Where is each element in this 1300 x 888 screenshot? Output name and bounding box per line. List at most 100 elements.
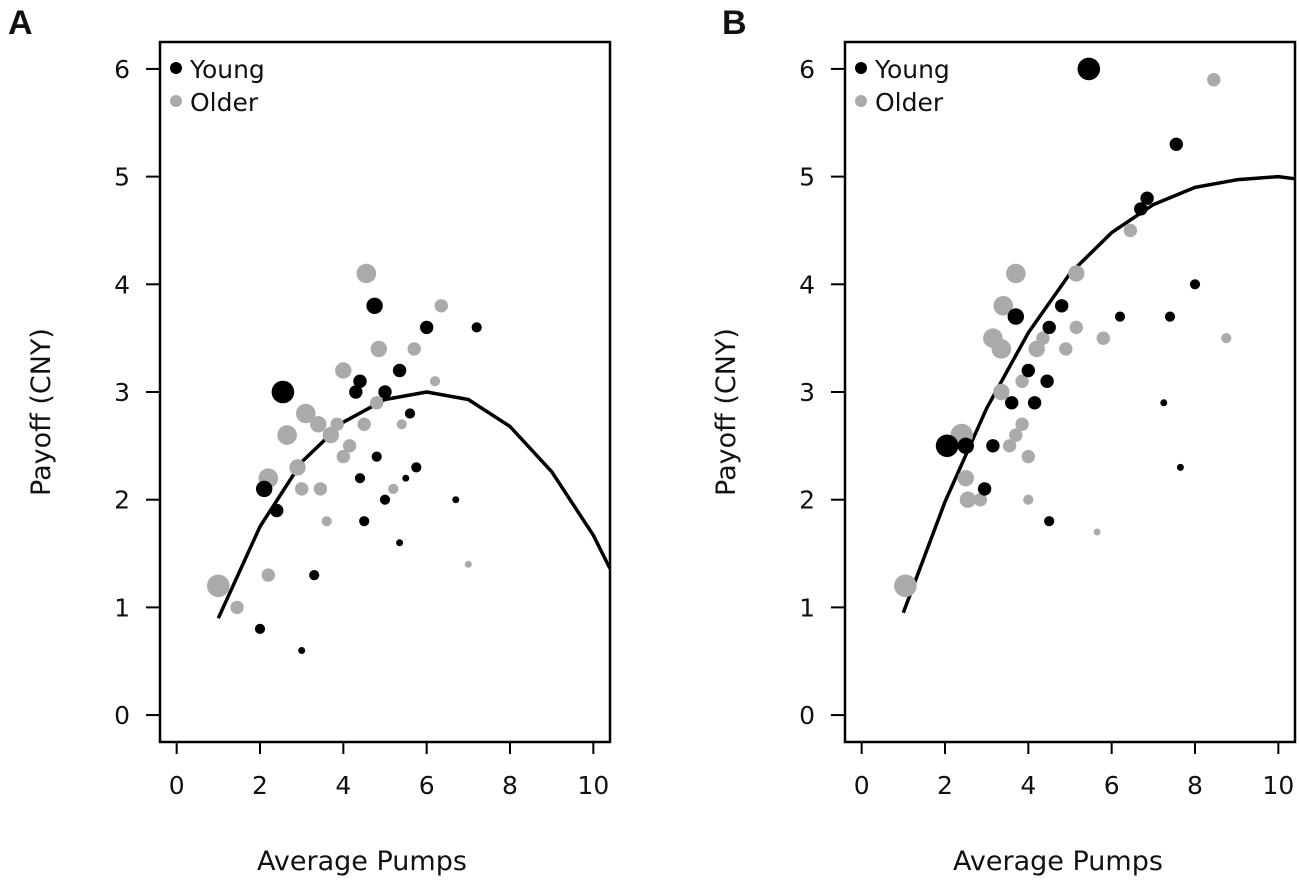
panel-a-point-young <box>271 380 295 404</box>
panel-b-point-young <box>1189 279 1201 290</box>
panel-b-point-young <box>1077 57 1101 81</box>
panel-a-x-tick-label: 8 <box>502 771 518 800</box>
panel-a-point-older <box>313 482 328 496</box>
panel-b-y-tick-label: 2 <box>799 486 815 515</box>
panel-a-point-older <box>295 482 309 496</box>
panel-a-point-young <box>354 473 366 484</box>
panel-b-point-young <box>977 482 992 496</box>
panel-b-x-tick-label: 4 <box>1020 771 1036 800</box>
panel-b-ticks: 0 2 4 6 8 10 0 1 2 3 4 5 6 <box>799 55 1294 800</box>
panel-b-plot-frame <box>843 40 1297 744</box>
panel-a-point-older <box>357 417 371 431</box>
panel-b-legend-young-label: Young <box>874 55 950 84</box>
panel-b-y-tick-label: 6 <box>799 55 815 84</box>
panel-a-y-tick-label: 6 <box>114 55 130 84</box>
panel-a-point-young <box>379 494 391 505</box>
panel-b-point-older <box>1015 374 1029 388</box>
panel-a-point-young <box>309 570 320 581</box>
panel-b-point-young <box>1134 202 1148 216</box>
panel-b-point-older <box>1015 417 1029 431</box>
panel-b-point-older <box>993 383 1010 401</box>
panel-b-point-young <box>1042 320 1056 335</box>
panel-a-point-young <box>402 474 410 482</box>
panel-b-point-older <box>1006 263 1026 284</box>
panel-b-legend-young-marker <box>855 62 867 74</box>
panel-a-point-older <box>407 342 421 356</box>
panel-b-point-older <box>1036 331 1050 345</box>
panel-b-point-older <box>1023 494 1034 505</box>
panel-b-point-older <box>1221 333 1232 344</box>
panel-a-label: A <box>8 4 33 42</box>
panel-b-point-older <box>1068 265 1085 282</box>
panel-a-x-axis-title: Average Pumps <box>257 846 467 877</box>
panel-a-point-young <box>371 451 382 462</box>
panel-b-y-axis-title: Payoff (CNY) <box>711 328 742 496</box>
panel-a-point-older <box>464 560 472 568</box>
panel-b-point-older <box>993 296 1014 316</box>
panel-b-y-tick-label: 4 <box>799 270 815 299</box>
panel-a-point-young <box>256 480 273 498</box>
panel-a-x-tick-label: 0 <box>169 771 185 800</box>
panel-b-fit-curve <box>901 174 1296 614</box>
panel-a-x-tick-label: 2 <box>252 771 268 800</box>
panel-b-point-older <box>973 493 988 507</box>
panel-a-point-older <box>335 362 352 379</box>
panel-b-x-tick-label: 2 <box>937 771 953 800</box>
panel-a-point-young <box>404 408 416 419</box>
panel-b-point-older <box>1002 439 1017 453</box>
panel-b-x-tick-label: 10 <box>1262 771 1294 800</box>
panel-a-point-older <box>336 449 350 464</box>
panel-a-point-young <box>471 322 482 333</box>
panel-a-point-older <box>342 439 357 453</box>
panel-b-point-young <box>1114 311 1126 322</box>
panel-b-point-young <box>1007 308 1024 325</box>
panel-b-point-young <box>1055 299 1069 313</box>
panel-b-point-older <box>1207 73 1221 87</box>
panel-b-point-young <box>1140 191 1154 205</box>
panel-a-point-older <box>322 426 339 444</box>
panel-b-point-older <box>959 491 977 508</box>
panel-a-point-older <box>388 483 399 494</box>
panel-a-point-young <box>298 647 306 654</box>
panel-a-legend-older-marker <box>170 95 182 107</box>
panel-a-point-young <box>366 297 383 314</box>
panel-b-point-older <box>1123 223 1138 238</box>
panel-a-point-older <box>321 516 332 527</box>
panel-b-point-young <box>1160 399 1168 407</box>
panel-a-point-older <box>434 299 448 313</box>
panel-b-point-older <box>991 339 1012 359</box>
panel-a-y-tick-label: 5 <box>114 163 130 192</box>
panel-a-point-older <box>277 425 297 445</box>
panel-a-point-young <box>359 516 370 527</box>
panel-a-point-older <box>261 568 275 582</box>
panel-a-point-young <box>378 385 392 399</box>
panel-b-point-older <box>1059 342 1073 356</box>
panel-b-x-tick-label: 0 <box>854 771 870 800</box>
panel-b-label: B <box>722 4 747 42</box>
panel-a-point-young <box>254 623 266 635</box>
panel-b-x-tick-label: 6 <box>1104 771 1120 800</box>
panel-b-point-young <box>1027 396 1042 410</box>
panel-b: B 0 2 4 6 8 10 0 1 2 3 4 5 6 Young Older Average Pum… <box>711 4 1297 877</box>
panel-a-x-tick-label: 4 <box>335 771 351 800</box>
panel-b-points <box>894 57 1232 598</box>
panel-a-point-young <box>349 385 363 399</box>
panel-b-point-young <box>935 434 959 458</box>
panel-b-point-young <box>1044 516 1055 527</box>
panel-a-point-older <box>310 416 327 433</box>
panel-a-y-tick-label: 2 <box>114 486 130 515</box>
panel-a-ticks: 0 2 4 6 8 10 0 1 2 3 4 5 6 <box>114 55 609 800</box>
panel-b-point-older <box>1028 340 1045 358</box>
panel-b-legend-older-label: Older <box>875 88 944 117</box>
panel-b-x-tick-label: 8 <box>1187 771 1203 800</box>
panel-b-point-young <box>957 437 974 454</box>
panel-b-y-tick-label: 0 <box>799 701 815 730</box>
panel-a: A 0 2 4 6 8 10 0 1 2 3 4 5 6 Young Older Average Pum… <box>8 4 612 877</box>
panel-a-legend-young-label: Young <box>189 55 265 84</box>
panel-b-point-young <box>1005 396 1019 410</box>
panel-a-y-tick-label: 4 <box>114 270 130 299</box>
panel-a-point-young <box>420 320 434 335</box>
panel-b-point-older <box>1021 449 1035 464</box>
panel-b-legend: Young Older <box>855 55 950 117</box>
